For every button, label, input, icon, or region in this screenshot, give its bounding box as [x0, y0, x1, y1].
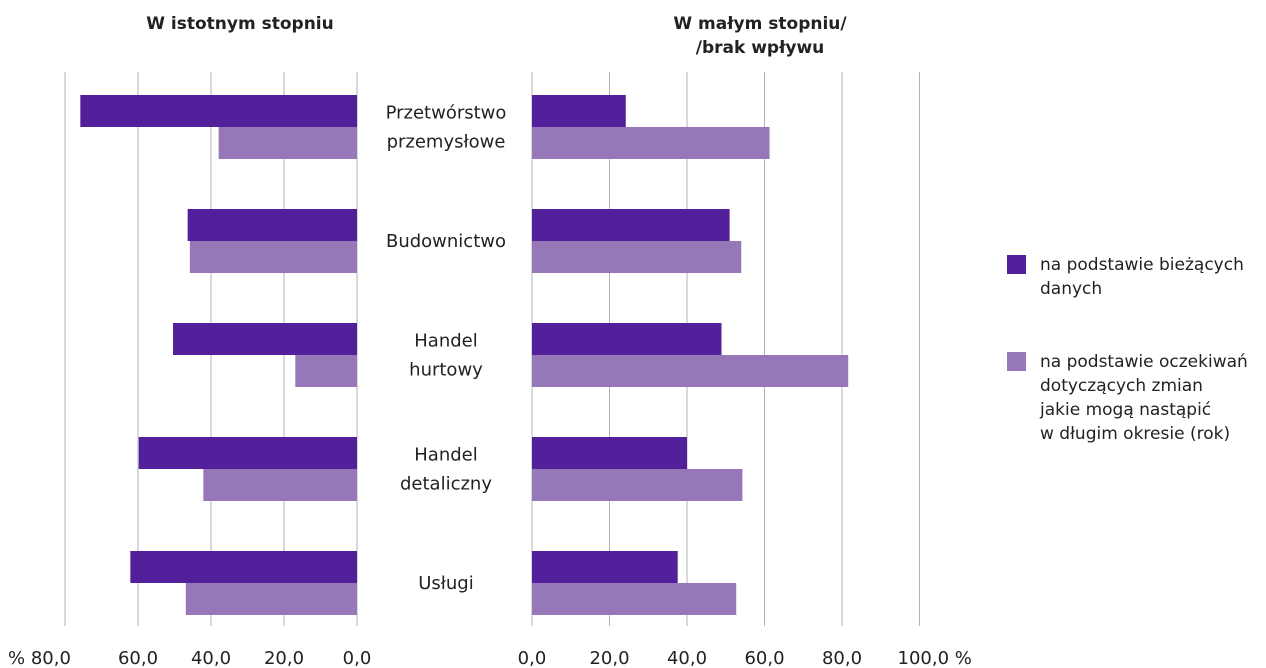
- category-label-5-line1: Usługi: [418, 573, 474, 594]
- panel-title-right-line1: W małym stopniu/: [673, 14, 847, 34]
- bar-right-series2-cat5: [532, 583, 737, 615]
- bar-left-series2-cat5: [185, 583, 357, 615]
- bar-left-series1-cat4: [138, 437, 357, 469]
- tick-label-left-4: 0,0: [343, 648, 372, 668]
- tick-label-left-1: 60,0: [118, 648, 158, 668]
- tick-label-left-0: % 80,0: [8, 648, 71, 668]
- tick-label-right-0: 0,0: [518, 648, 547, 668]
- panel-title-left-line1: W istotnym stopniu: [146, 14, 334, 34]
- category-label-3-line2: hurtowy: [409, 360, 483, 381]
- bar-left-series2-cat4: [203, 469, 357, 501]
- legend-label-2-line1: na podstawie oczekiwań: [1040, 352, 1248, 372]
- panel-title-right-line2: /brak wpływu: [696, 38, 825, 58]
- legend-swatch-2: [1007, 352, 1026, 371]
- tick-label-right-1: 20,0: [589, 648, 629, 668]
- legend-label-2-line2: dotyczących zmian: [1040, 376, 1203, 396]
- tick-label-right-3: 60,0: [744, 648, 784, 668]
- category-label-1-line1: Przetwórstwo: [386, 103, 507, 124]
- tick-label-right-4: 80,0: [822, 648, 862, 668]
- bar-left-series1-cat1: [80, 95, 357, 127]
- category-label-1-line2: przemysłowe: [387, 132, 506, 153]
- legend-label-1-line1: na podstawie bieżących: [1040, 255, 1244, 275]
- legend-swatch-1: [1007, 255, 1026, 274]
- bar-right-series1-cat3: [532, 323, 722, 355]
- bar-right-series2-cat3: [532, 355, 849, 387]
- bar-right-series2-cat1: [532, 127, 770, 159]
- legend-label-2-line3: jakie mogą nastąpić: [1039, 400, 1211, 420]
- bar-right-series2-cat2: [532, 241, 742, 273]
- legend-label-1-line2: danych: [1040, 279, 1102, 299]
- tick-label-left-3: 20,0: [264, 648, 304, 668]
- bar-left-series1-cat2: [187, 209, 357, 241]
- tick-label-right-5: 100,0 %: [898, 648, 972, 668]
- bar-right-series2-cat4: [532, 469, 743, 501]
- bar-right-series1-cat1: [532, 95, 626, 127]
- category-label-2-line1: Budownictwo: [386, 231, 506, 252]
- tick-label-right-2: 40,0: [667, 648, 707, 668]
- category-label-3-line1: Handel: [414, 331, 477, 352]
- legend-label-2-line4: w długim okresie (rok): [1040, 424, 1230, 444]
- bar-right-series1-cat5: [532, 551, 678, 583]
- bar-left-series2-cat2: [189, 241, 357, 273]
- bar-left-series2-cat3: [295, 355, 357, 387]
- category-label-4-line2: detaliczny: [400, 474, 492, 495]
- bar-left-series1-cat5: [130, 551, 357, 583]
- tick-label-left-2: 40,0: [191, 648, 231, 668]
- bar-left-series1-cat3: [173, 323, 357, 355]
- category-label-4-line1: Handel: [414, 445, 477, 466]
- bar-left-series2-cat1: [218, 127, 357, 159]
- bar-right-series1-cat4: [532, 437, 687, 469]
- bar-right-series1-cat2: [532, 209, 730, 241]
